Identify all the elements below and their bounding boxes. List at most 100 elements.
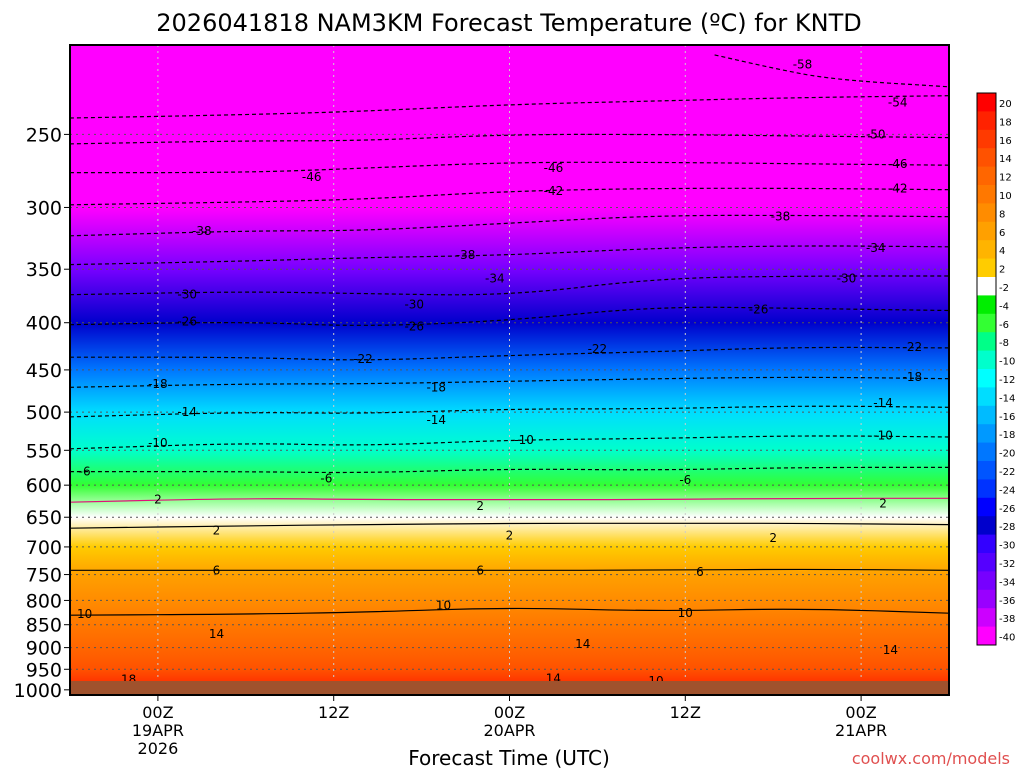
y-axis: 2503003504004505005506006507007508008509… — [14, 124, 70, 702]
colorbar-label: -24 — [999, 485, 1015, 496]
colorbar-label: 20 — [999, 99, 1012, 110]
contour-line — [70, 245, 949, 266]
contour-label: -10 — [514, 433, 534, 447]
contour-label: 6 — [213, 563, 221, 577]
colorbar-legend: 20 18 16 14 12 10 8 6 4 2 -2 -4 -6 -8 -10 -12 -14 -16 -18 -… — [976, 92, 1015, 646]
x-tick-label: 00Z — [494, 703, 525, 722]
colorbar-frame — [976, 92, 997, 646]
y-tick-label: 750 — [26, 565, 62, 587]
contour-label: -34 — [866, 241, 886, 255]
contour-label: 2 — [879, 496, 887, 510]
colorbar-label: -4 — [999, 301, 1009, 312]
x-tick-label: 00Z — [845, 703, 876, 722]
colorbar-label: -28 — [999, 522, 1015, 533]
contour-lines — [70, 54, 949, 616]
colorbar-swatch — [977, 405, 996, 425]
colorbar-swatch — [977, 516, 996, 536]
colorbar-swatch — [977, 185, 996, 204]
chart-title: 2026041818 NAM3KM Forecast Temperature (… — [156, 9, 861, 37]
colorbar-label: -36 — [999, 596, 1015, 607]
colorbar-label: -8 — [999, 338, 1009, 349]
contour-label: 10 — [678, 606, 693, 620]
contour-label: 14 — [883, 643, 898, 657]
contour-line — [70, 161, 949, 174]
plot-area: -58 -54 -50 -46 -46 -46 -42 -42 -38 -38 -38 -34 -34 -… — [70, 45, 949, 695]
contour-label: -22 — [353, 352, 373, 366]
colorbar-label: -38 — [999, 614, 1015, 625]
y-tick-label: 550 — [26, 440, 62, 462]
contour-line — [70, 568, 949, 571]
colorbar-swatch — [977, 221, 996, 241]
y-tick-label: 700 — [26, 537, 62, 559]
contour-label: -6 — [79, 465, 91, 479]
contour-label: 6 — [696, 565, 704, 579]
contour-line — [70, 435, 949, 450]
x-axis-title: Forecast Time (UTC) — [408, 746, 610, 768]
colorbar-swatch — [977, 166, 996, 186]
colorbar-label: 2 — [999, 265, 1005, 276]
contour-line — [70, 275, 949, 296]
contour-label: -42 — [544, 184, 564, 198]
colorbar-swatch — [977, 553, 996, 572]
y-tick-label: 450 — [26, 360, 62, 382]
colorbar-label: -32 — [999, 559, 1015, 570]
colorbar-label: 12 — [999, 173, 1012, 184]
contour-label: -26 — [749, 302, 769, 316]
contour-label: -26 — [404, 320, 424, 334]
y-tick-label: 400 — [26, 313, 62, 335]
contour-label: -30 — [404, 297, 424, 311]
contour-line — [70, 95, 949, 119]
colorbar-label: -10 — [999, 357, 1015, 368]
colorbar-swatch — [977, 277, 996, 296]
colorbar-swatch — [977, 148, 996, 168]
colorbar-swatch — [977, 129, 996, 149]
y-tick-label: 900 — [26, 638, 62, 660]
colorbar-label: 8 — [999, 209, 1005, 220]
colorbar-label: -14 — [999, 393, 1015, 404]
credit-text: coolwx.com/models — [852, 749, 1010, 768]
colorbar-swatch — [977, 203, 996, 223]
contour-line — [70, 376, 949, 388]
colorbar-label: 14 — [999, 154, 1012, 165]
colorbar-label: -18 — [999, 430, 1015, 441]
contour-label: 2 — [769, 531, 777, 545]
colorbar-label: 10 — [999, 191, 1012, 202]
contour-label: 2 — [154, 493, 162, 507]
colorbar-label: -6 — [999, 320, 1009, 331]
colorbar-swatch — [977, 461, 996, 480]
colorbar-label: -22 — [999, 467, 1015, 478]
x-tick-label: 00Z — [142, 703, 173, 722]
contour-label: -46 — [888, 157, 908, 171]
x-tick-label: 20APR — [483, 721, 535, 740]
contour-label: 10 — [77, 607, 92, 621]
colorbar-swatch — [977, 295, 996, 315]
contour-line — [70, 306, 949, 326]
colorbar-swatch — [977, 111, 996, 131]
contour-label: 10 — [436, 598, 451, 612]
contour-label: -18 — [903, 370, 923, 384]
contour-line — [714, 54, 949, 88]
colorbar-label: 4 — [999, 246, 1005, 257]
colorbar-label: 16 — [999, 136, 1012, 147]
colorbar-swatch — [977, 387, 996, 407]
contour-label: 14 — [575, 637, 590, 651]
colorbar-swatch — [977, 424, 996, 444]
colorbar-swatch — [977, 589, 996, 609]
x-tick-label: 12Z — [318, 703, 349, 722]
colorbar-label: -20 — [999, 449, 1015, 460]
y-tick-label: 600 — [26, 475, 62, 497]
contour-label: -38 — [456, 248, 476, 262]
contour-label: -38 — [771, 210, 791, 224]
y-tick-label: 250 — [26, 124, 62, 146]
colorbar-swatch — [977, 442, 996, 462]
contour-label: -18 — [148, 377, 168, 391]
contour-line — [70, 346, 949, 361]
y-tick-label: 1000 — [14, 680, 62, 702]
colorbar-label: -40 — [999, 633, 1015, 644]
x-tick-label: 21APR — [835, 721, 887, 740]
colorbar-label: -34 — [999, 577, 1015, 588]
contour-label: -42 — [888, 181, 908, 195]
y-tick-label: 350 — [26, 259, 62, 281]
